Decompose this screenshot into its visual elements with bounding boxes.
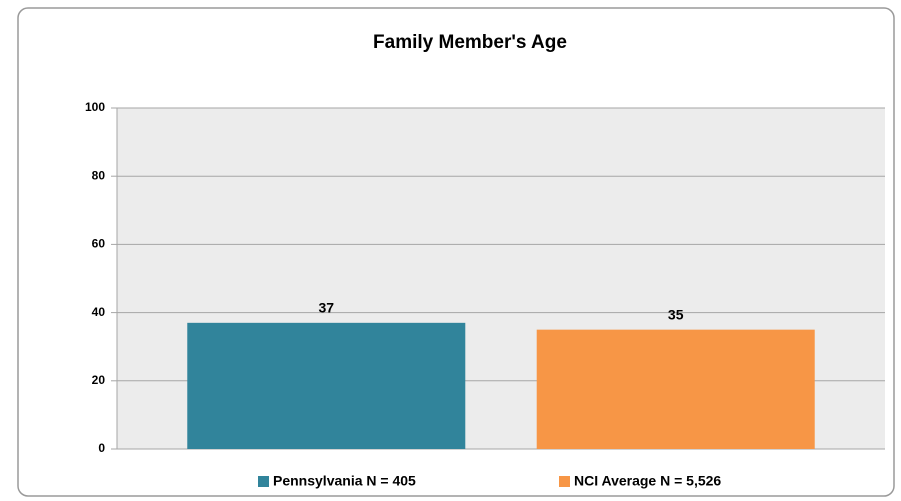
legend-swatch <box>258 476 269 487</box>
y-tick-label: 0 <box>98 441 105 455</box>
legend-label: Pennsylvania N = 405 <box>273 473 416 489</box>
legend-label: NCI Average N = 5,526 <box>574 473 721 489</box>
data-label: 37 <box>318 300 334 316</box>
y-tick-label: 60 <box>92 237 106 251</box>
data-label: 35 <box>668 306 684 322</box>
y-tick-label: 20 <box>92 373 106 387</box>
chart-title: Family Member's Age <box>373 32 567 53</box>
y-tick-label: 80 <box>92 168 106 182</box>
y-tick-label: 40 <box>92 305 106 319</box>
bar <box>536 329 815 449</box>
y-tick-label: 100 <box>85 100 105 114</box>
legend-swatch <box>559 476 570 487</box>
bar <box>187 322 466 449</box>
